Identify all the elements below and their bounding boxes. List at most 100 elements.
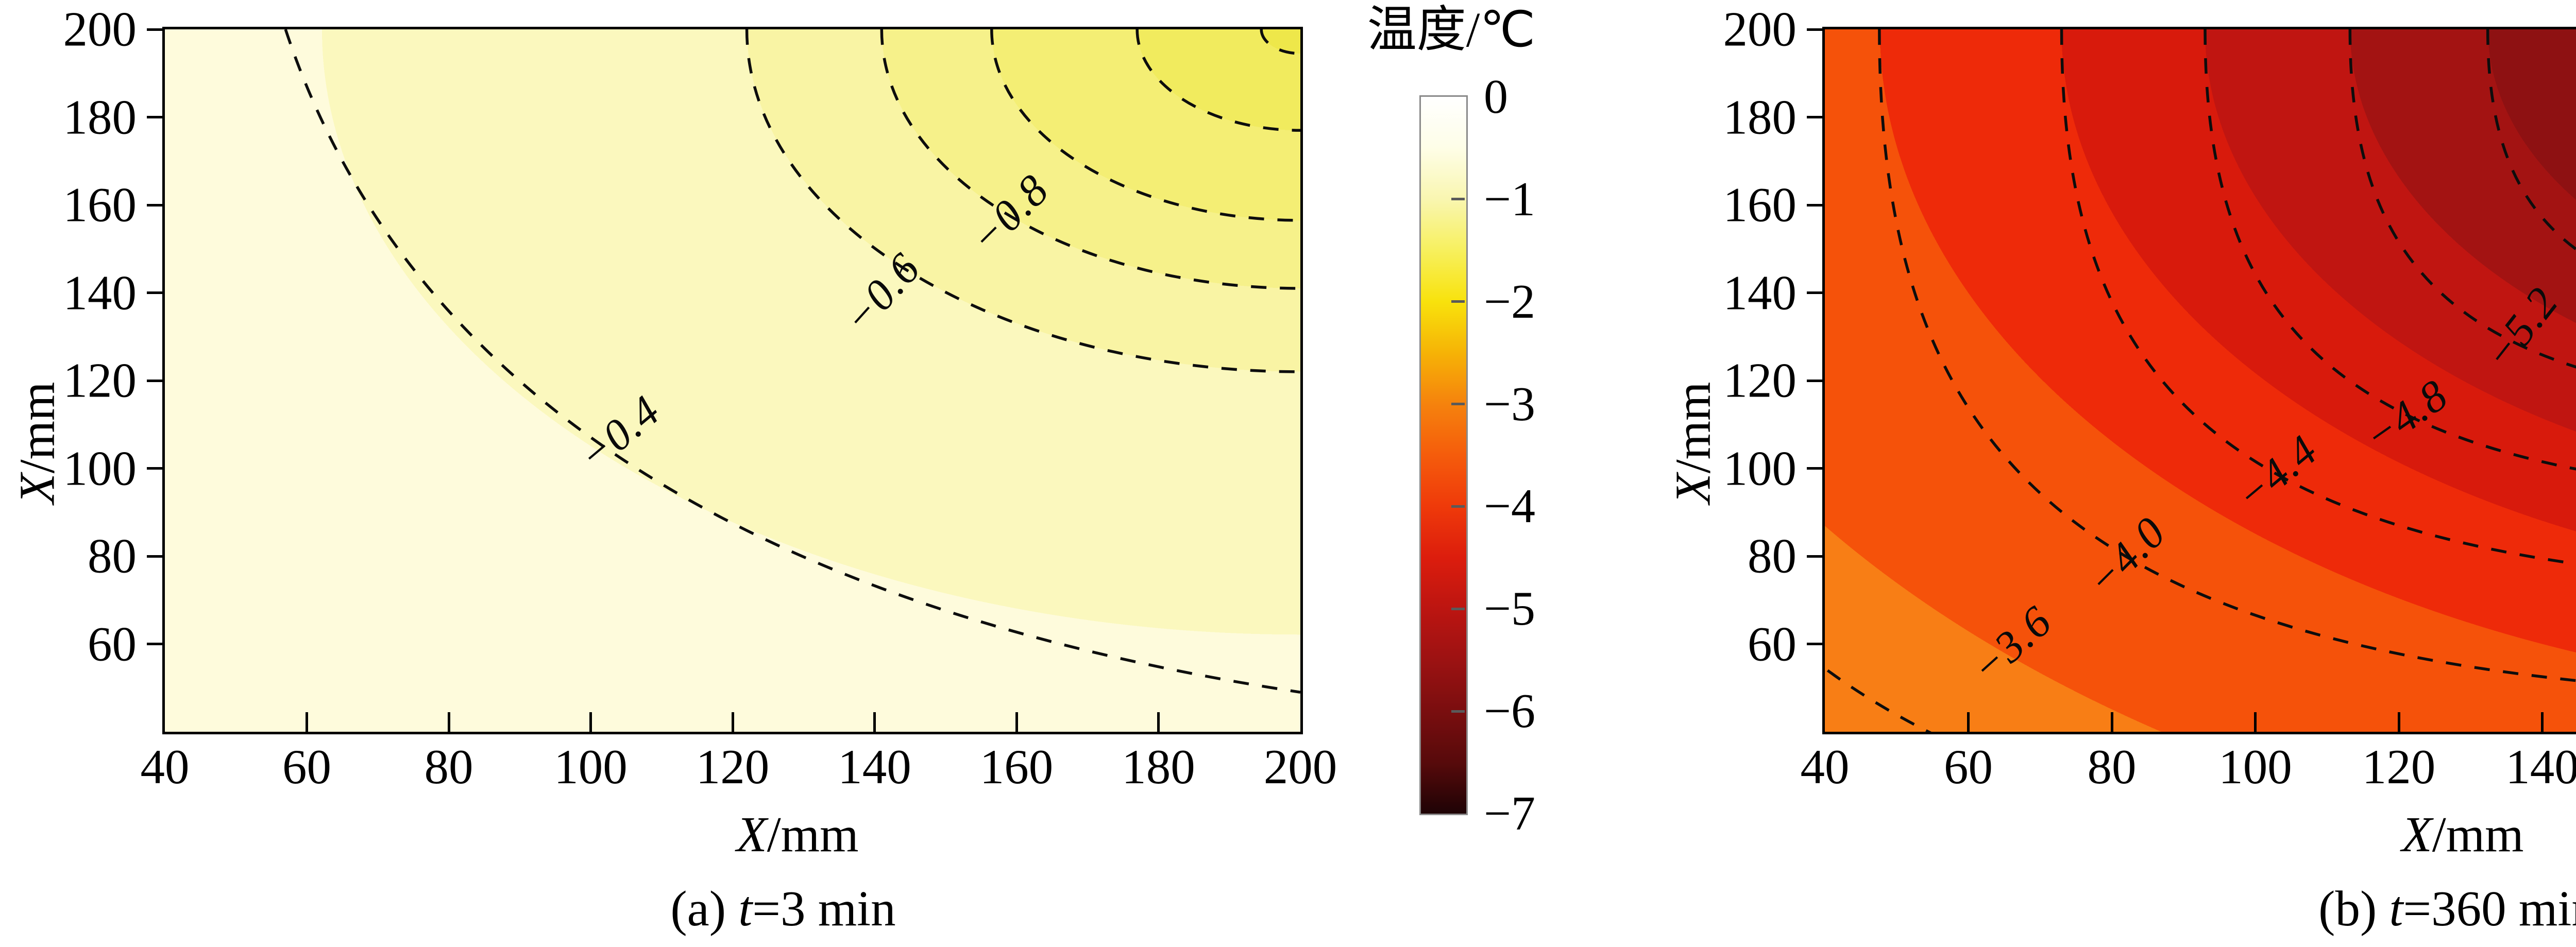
y-tick-label-b-120: 120 (1723, 353, 1797, 408)
colorbar-title-a: 温度/℃ (1367, 2, 1536, 57)
x-tick-label-a-80: 80 (424, 739, 473, 794)
caption-panel-a: (a) t=3 min (670, 884, 895, 934)
contour-line-a--1.2 (1136, 29, 1300, 132)
x-tick-label-b-120: 120 (2362, 739, 2436, 794)
colorbar-tick-label-a--4: −4 (1484, 479, 1536, 533)
y-tick-mark-b-60 (1807, 643, 1822, 645)
x-tick-mark-a-80 (447, 712, 450, 732)
colorbar-tick-mark-a--4 (1451, 505, 1465, 508)
y-tick-label-b-80: 80 (1748, 528, 1797, 583)
colorbar-tick-label-a--3: −3 (1484, 377, 1536, 431)
x-axis-variable-a: X (736, 807, 767, 862)
colorbar-tick-label-a--1: −1 (1484, 172, 1536, 226)
y-tick-mark-b-120 (1807, 379, 1822, 382)
y-tick-mark-b-200 (1807, 28, 1822, 31)
colorbar-tick-label-a--5: −5 (1484, 582, 1536, 636)
colorbar-tick-label-a--7: −7 (1484, 787, 1536, 840)
y-tick-label-a-180: 180 (63, 90, 137, 144)
colorbar-tick-label-a--6: −6 (1484, 684, 1536, 738)
y-tick-mark-a-140 (147, 291, 162, 294)
x-axis-unit-a: /mm (767, 807, 859, 862)
x-tick-label-a-120: 120 (696, 739, 770, 794)
contour-line-b--5.2 (2348, 29, 2576, 369)
y-tick-label-b-160: 160 (1723, 177, 1797, 232)
y-tick-label-b-60: 60 (1748, 616, 1797, 671)
x-tick-label-b-60: 60 (1944, 739, 1993, 794)
colorbar-tick-mark-a--1 (1451, 198, 1465, 201)
x-tick-mark-b-120 (2397, 712, 2400, 732)
x-tick-label-a-140: 140 (838, 739, 911, 794)
colorbar-tick-mark-a--2 (1451, 300, 1465, 303)
colorbar-tick-mark-a--6 (1451, 710, 1465, 713)
x-tick-mark-a-100 (589, 712, 592, 732)
x-axis-label-a: X/mm (736, 810, 858, 859)
colorbar-a (1419, 95, 1468, 815)
y-tick-mark-a-160 (147, 203, 162, 206)
x-tick-mark-b-100 (2254, 712, 2257, 732)
x-tick-label-a-160: 160 (979, 739, 1054, 794)
y-tick-label-a-140: 140 (63, 265, 137, 320)
contour-line-a--0.8 (880, 29, 1300, 290)
y-tick-label-a-120: 120 (63, 353, 137, 408)
y-tick-label-b-100: 100 (1723, 441, 1797, 495)
y-tick-mark-a-100 (147, 467, 162, 470)
colorbar-gradient-a (1421, 97, 1466, 814)
y-tick-label-a-100: 100 (63, 441, 137, 495)
caption-a-rest: =3 min (752, 881, 896, 936)
y-tick-label-a-160: 160 (63, 177, 137, 232)
colorbar-tick-mark-a--3 (1451, 403, 1465, 406)
x-tick-label-b-100: 100 (2218, 739, 2292, 794)
y-tick-mark-a-200 (147, 28, 162, 31)
colorbar-tick-label-a-0: 0 (1484, 70, 1508, 124)
x-tick-label-a-100: 100 (554, 739, 628, 794)
y-tick-label-b-200: 200 (1723, 2, 1797, 57)
x-tick-label-a-40: 40 (140, 739, 190, 794)
caption-b-prefix: (b) (2318, 881, 2389, 936)
x-tick-label-b-140: 140 (2505, 739, 2576, 794)
y-tick-mark-b-140 (1807, 291, 1822, 294)
y-tick-label-b-140: 140 (1723, 265, 1797, 320)
y-tick-mark-b-180 (1807, 116, 1822, 118)
colorbar-tick-label-a--2: −2 (1484, 274, 1536, 329)
contour-line-b--4.8 (2204, 29, 2576, 471)
caption-a-prefix: (a) (670, 881, 739, 936)
y-tick-label-a-60: 60 (88, 616, 137, 671)
caption-b-rest: =360 min (2403, 881, 2576, 936)
y-tick-mark-a-60 (147, 643, 162, 645)
y-tick-mark-b-160 (1807, 203, 1822, 206)
contour-line-a--1.4 (1260, 29, 1300, 55)
y-tick-mark-b-100 (1807, 467, 1822, 470)
y-tick-mark-a-80 (147, 555, 162, 558)
caption-panel-b: (b) t=360 min (2318, 884, 2576, 934)
x-axis-variable-b: X (2401, 807, 2432, 862)
x-axis-unit-b: /mm (2432, 807, 2524, 862)
x-tick-mark-a-120 (731, 712, 734, 732)
caption-b-tvar: t (2389, 881, 2403, 936)
x-tick-label-a-60: 60 (282, 739, 331, 794)
x-tick-mark-a-140 (873, 712, 876, 732)
y-tick-mark-a-120 (147, 379, 162, 382)
contour-bands-a (165, 29, 1300, 732)
x-tick-label-b-40: 40 (1800, 739, 1850, 794)
y-tick-label-a-80: 80 (88, 528, 137, 583)
contour-plot-a (162, 27, 1303, 734)
y-tick-mark-a-180 (147, 116, 162, 118)
x-tick-mark-b-140 (2541, 712, 2544, 732)
contour-line-b--4.4 (2060, 29, 2576, 565)
contour-line-a--0.4 (284, 29, 1300, 694)
contour-line-a--0.6 (745, 29, 1300, 373)
y-tick-label-a-200: 200 (63, 2, 137, 57)
y-tick-label-b-180: 180 (1723, 90, 1797, 144)
x-tick-mark-a-160 (1015, 712, 1018, 732)
x-tick-mark-b-60 (1967, 712, 1970, 732)
contour-plot-b (1822, 27, 2576, 734)
contour-surface-a (165, 29, 1300, 732)
caption-a-tvar: t (738, 881, 753, 936)
x-tick-label-a-200: 200 (1263, 739, 1337, 794)
contour-surface-b (1825, 29, 2576, 732)
x-tick-mark-b-80 (2110, 712, 2113, 732)
contour-line-b--4 (1878, 29, 2576, 682)
x-tick-mark-a-180 (1157, 712, 1160, 732)
x-tick-label-a-180: 180 (1122, 739, 1195, 794)
